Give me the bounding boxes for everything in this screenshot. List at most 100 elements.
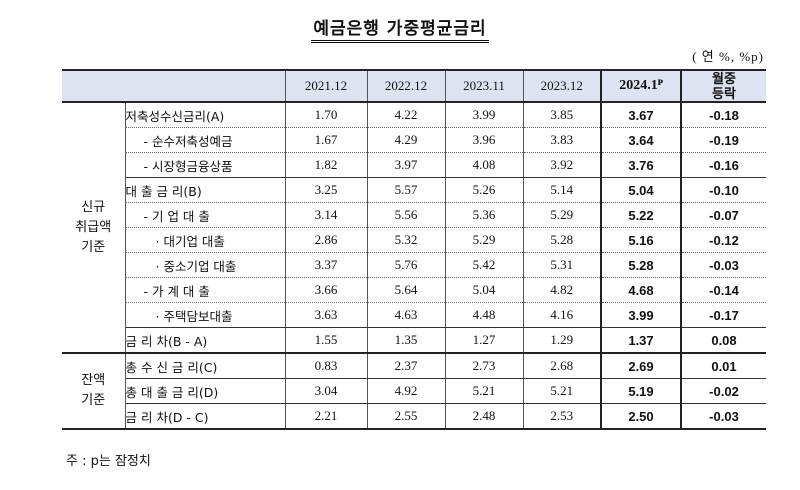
row-label: 저축성수신금리(A)	[125, 102, 286, 128]
header-corner	[62, 69, 285, 103]
cell: 1.35	[367, 327, 446, 354]
cell-mom: 0.01	[681, 353, 766, 379]
cell-latest: 5.28	[600, 252, 682, 278]
cell-latest: 2.50	[600, 403, 682, 430]
cell-mom: -0.14	[681, 277, 766, 303]
cell-mom: -0.07	[681, 202, 766, 228]
cell: 5.21	[523, 378, 602, 404]
cell-mom: -0.19	[681, 127, 766, 153]
row-label: 총 대 출 금 리(D)	[125, 378, 286, 404]
cell: 3.99	[445, 102, 524, 128]
cell: 5.56	[367, 202, 446, 228]
cell: 5.76	[367, 252, 446, 278]
cell-latest: 3.64	[600, 127, 682, 153]
cell-latest: 3.76	[600, 152, 682, 178]
cell-mom: -0.17	[681, 302, 766, 328]
row-label: 금 리 차(D - C)	[125, 403, 286, 430]
cell: 2.53	[523, 403, 602, 430]
cell: 3.66	[285, 277, 368, 303]
cell: 1.55	[285, 327, 368, 354]
cell: 4.08	[445, 152, 524, 178]
row-label: - 시장형금융상품	[125, 152, 286, 178]
cell: 1.67	[285, 127, 368, 153]
table-row: · 주택담보대출 3.63 4.63 4.48 4.16 3.99 -0.17	[62, 302, 766, 328]
cell: 1.29	[523, 327, 602, 354]
cell: 5.42	[445, 252, 524, 278]
cell: 2.21	[285, 403, 368, 430]
cell-latest: 5.04	[600, 177, 682, 203]
cell: 5.21	[445, 378, 524, 404]
table-row: - 기 업 대 출 3.14 5.56 5.36 5.29 5.22 -0.07	[62, 202, 766, 228]
row-label: - 순수저축성예금	[125, 127, 286, 153]
header-period: 2023.12	[522, 69, 601, 103]
cell-mom: -0.03	[681, 252, 766, 278]
cell: 3.63	[285, 302, 368, 328]
row-label: - 가 계 대 출	[125, 277, 286, 303]
cell-latest: 5.22	[600, 202, 682, 228]
cell: 5.04	[445, 277, 524, 303]
cell: 3.92	[523, 152, 602, 178]
cell-latest: 1.37	[600, 327, 682, 354]
table-row: 잔액 기준 총 수 신 금 리(C) 0.83 2.37 2.73 2.68 2.…	[62, 353, 766, 430]
cell: 5.64	[367, 277, 446, 303]
cell: 4.92	[367, 378, 446, 404]
cell: 3.14	[285, 202, 368, 228]
header-period-latest: 2024.1ᴾ	[600, 69, 682, 103]
row-label: · 중소기업 대출	[125, 252, 286, 278]
cell: 3.25	[285, 177, 368, 203]
cell: 5.14	[523, 177, 602, 203]
cell: 5.31	[523, 252, 602, 278]
row-label: 대 출 금 리(B)	[125, 177, 286, 203]
cell-mom: -0.10	[681, 177, 766, 203]
table-row: · 대기업 대출 2.86 5.32 5.29 5.28 5.16 -0.12	[62, 227, 766, 253]
cell: 3.83	[523, 127, 602, 153]
unit-label: ( 연 %, %p)	[692, 49, 764, 64]
cell: 5.57	[367, 177, 446, 203]
cell-latest: 3.99	[600, 302, 682, 328]
cell: 5.29	[523, 202, 602, 228]
cell: 4.82	[523, 277, 602, 303]
table-row: · 중소기업 대출 3.37 5.76 5.42 5.31 5.28 -0.03	[62, 252, 766, 278]
cell: 2.68	[523, 353, 602, 379]
group-label-new: 신규 취급액 기준	[62, 102, 126, 354]
cell: 5.36	[445, 202, 524, 228]
row-label: · 대기업 대출	[125, 227, 286, 253]
cell: 1.27	[445, 327, 524, 354]
cell-latest: 5.16	[600, 227, 682, 253]
cell: 4.48	[445, 302, 524, 328]
header-period: 2023.11	[444, 69, 523, 103]
cell: 3.85	[523, 102, 602, 128]
cell-latest: 3.67	[600, 102, 682, 128]
cell: 3.97	[367, 152, 446, 178]
cell: 2.55	[367, 403, 446, 430]
cell: 3.37	[285, 252, 368, 278]
table-row: 대 출 금 리(B) 3.25 5.57 5.26 5.14 5.04 -0.1…	[62, 177, 766, 203]
cell-mom: -0.02	[681, 378, 766, 404]
row-label: 금 리 차(B - A)	[125, 327, 286, 354]
cell: 5.28	[523, 227, 602, 253]
cell-mom: 0.08	[681, 327, 766, 354]
cell: 5.26	[445, 177, 524, 203]
table-row: 금 리 차(D - C) 2.21 2.55 2.48 2.53 2.50 -0…	[62, 403, 766, 430]
cell: 5.29	[445, 227, 524, 253]
table-row: 총 대 출 금 리(D) 3.04 4.92 5.21 5.21 5.19 -0…	[62, 378, 766, 404]
cell: 3.04	[285, 378, 368, 404]
cell-latest: 4.68	[600, 277, 682, 303]
header-period: 2022.12	[366, 69, 445, 103]
cell: 2.37	[367, 353, 446, 379]
table-row: - 순수저축성예금 1.67 4.29 3.96 3.83 3.64 -0.19	[62, 127, 766, 153]
cell: 1.70	[285, 102, 368, 128]
cell-mom: -0.12	[681, 227, 766, 253]
cell: 1.82	[285, 152, 368, 178]
cell: 4.22	[367, 102, 446, 128]
table-row: - 시장형금융상품 1.82 3.97 4.08 3.92 3.76 -0.16	[62, 152, 766, 178]
cell: 0.83	[285, 353, 368, 379]
cell: 4.29	[367, 127, 446, 153]
cell: 2.48	[445, 403, 524, 430]
cell: 2.73	[445, 353, 524, 379]
cell: 2.86	[285, 227, 368, 253]
row-label: - 기 업 대 출	[125, 202, 286, 228]
table-title: 예금은행 가중평균금리	[0, 14, 800, 43]
header-row: 2021.12 2022.12 2023.11 2023.12 2024.1ᴾ …	[62, 69, 766, 103]
row-label: · 주택담보대출	[125, 302, 286, 328]
